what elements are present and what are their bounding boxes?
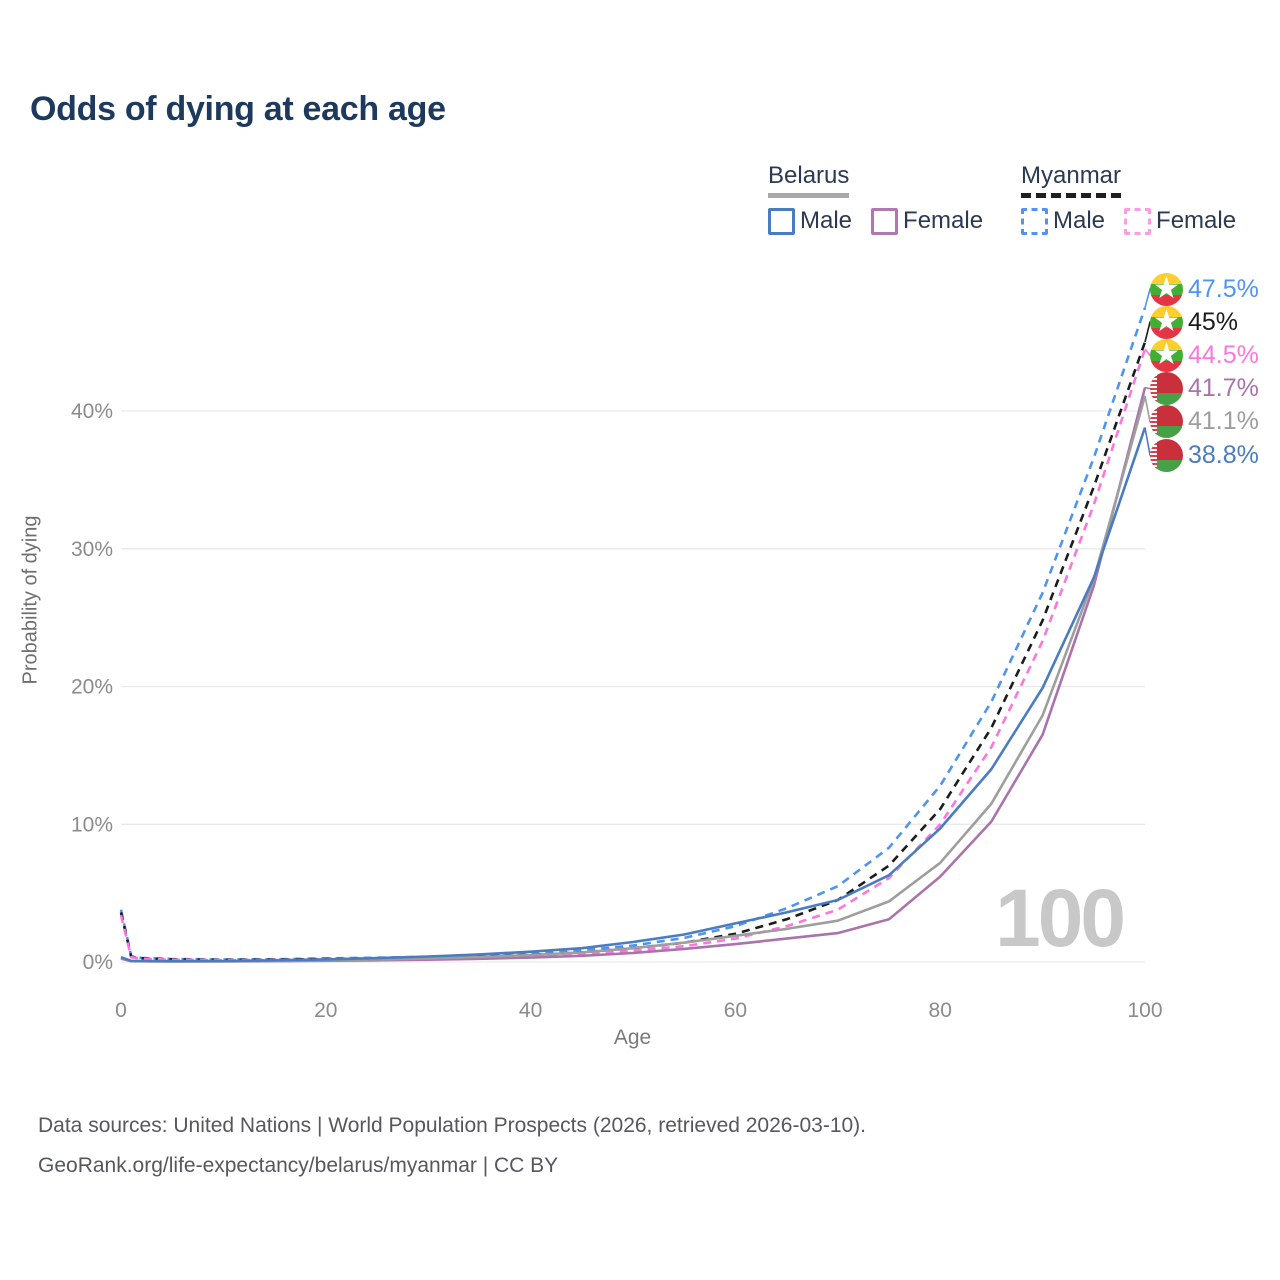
data-sources-text: Data sources: United Nations | World Pop… <box>38 1114 867 1137</box>
star-icon: ★ <box>1153 338 1180 371</box>
belarus-flag-icon <box>1150 438 1183 472</box>
x-tick-label: 40 <box>519 999 542 1022</box>
legend-group-myanmar: Myanmar Male Female <box>1021 162 1255 235</box>
series-line-belarus <box>120 395 1147 963</box>
end-value-label: 38.8% <box>1188 440 1259 469</box>
myanmar-flag-icon: ★ <box>1150 305 1183 339</box>
attribution-text: GeoRank.org/life-expectancy/belarus/myan… <box>38 1154 559 1177</box>
star-icon: ★ <box>1153 305 1180 338</box>
legend-item-belarus-male[interactable]: Male <box>800 207 853 234</box>
end-value-label: 45% <box>1188 307 1239 336</box>
legend-country-myanmar: Myanmar <box>1021 162 1122 198</box>
belarus-ornament <box>1150 438 1157 472</box>
x-tick-label: 80 <box>929 999 952 1022</box>
y-tick-label: 10% <box>71 813 113 836</box>
series-line-belarus-male <box>120 427 1147 963</box>
y-tick-label: 0% <box>83 951 113 974</box>
belarus-flag-icon <box>1150 372 1183 406</box>
legend-country-belarus: Belarus <box>768 162 850 198</box>
x-tick-label: 20 <box>314 999 337 1022</box>
end-value-label: 44.5% <box>1188 340 1259 369</box>
end-label-row: 38.8% <box>1150 438 1259 472</box>
y-tick-label: 40% <box>71 400 113 423</box>
axis-tick-labels: 0% 10% 20% 30% 40% 0 20 40 60 80 100 <box>71 400 1163 1022</box>
y-tick-label: 20% <box>71 676 113 699</box>
x-tick-label: 60 <box>724 999 747 1022</box>
end-label-row: 41.1% <box>1150 405 1259 439</box>
myanmar-female-swatch-icon[interactable] <box>1124 207 1152 235</box>
hover-age-watermark: 100 <box>995 873 1126 964</box>
myanmar-male-swatch-icon[interactable] <box>1021 207 1048 235</box>
x-tick-label: 100 <box>1127 999 1162 1022</box>
belarus-ornament <box>1150 372 1157 406</box>
belarus-female-swatch-icon[interactable] <box>871 207 899 235</box>
legend-item-myanmar-male[interactable]: Male <box>1053 207 1106 234</box>
belarus-ornament <box>1150 405 1157 439</box>
end-label-row: ★ 47.5% <box>1150 272 1259 306</box>
end-label-row: ★ 44.5% <box>1150 338 1259 372</box>
series-line-belarus-female <box>120 387 1147 963</box>
end-label-row: ★ 45% <box>1150 305 1238 339</box>
myanmar-flag-icon: ★ <box>1150 338 1183 372</box>
legend-item-myanmar-female[interactable]: Female <box>1156 207 1237 234</box>
end-value-label: 41.1% <box>1188 407 1259 436</box>
series-lines <box>119 307 1147 963</box>
chart-title: Odds of dying at each age <box>30 90 446 128</box>
y-axis-title: Probability of dying <box>19 515 42 685</box>
star-icon: ★ <box>1153 272 1180 305</box>
footer: Data sources: United Nations | World Pop… <box>38 1106 866 1186</box>
end-value-label: 41.7% <box>1188 374 1259 403</box>
myanmar-flag-icon: ★ <box>1150 272 1183 306</box>
y-tick-label: 30% <box>71 538 113 561</box>
series-line-myanmar <box>119 341 1147 962</box>
series-line-myanmar-male <box>119 307 1147 961</box>
x-tick-label: 0 <box>115 999 127 1022</box>
belarus-male-swatch-icon[interactable] <box>768 207 795 235</box>
belarus-flag-icon <box>1150 405 1183 439</box>
legend-group-belarus: Belarus Male Female <box>768 162 1002 235</box>
series-line-myanmar-female <box>119 348 1147 962</box>
legend-item-belarus-female[interactable]: Female <box>903 207 984 234</box>
x-axis-title: Age <box>613 1026 652 1049</box>
end-label-row: 41.7% <box>1150 372 1259 406</box>
end-value-label: 47.5% <box>1188 274 1259 303</box>
